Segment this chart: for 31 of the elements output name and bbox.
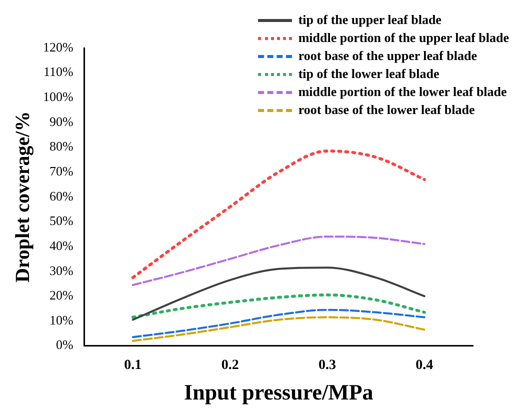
y-tick-label: 40% bbox=[49, 238, 74, 253]
line-series bbox=[131, 293, 426, 319]
x-tick-label: 0.1 bbox=[124, 358, 142, 373]
line-series bbox=[131, 149, 426, 280]
y-tick-label: 30% bbox=[49, 262, 74, 278]
y-tick-label: 10% bbox=[49, 312, 74, 328]
x-tick-label: 0.4 bbox=[416, 358, 434, 373]
line-series bbox=[132, 316, 426, 342]
y-tick-label: 50% bbox=[49, 213, 74, 228]
legend-label: middle portion of the upper leaf blade bbox=[298, 29, 509, 47]
x-tick-label: 0.3 bbox=[318, 358, 336, 373]
y-tick-label: 90% bbox=[49, 114, 74, 129]
legend-label: tip of the upper leaf blade bbox=[298, 11, 442, 29]
y-tick-label: 70% bbox=[49, 164, 74, 179]
y-tick-label: 0% bbox=[56, 337, 74, 352]
line-series bbox=[132, 308, 426, 338]
legend-label: middle portion of the lower leaf blade bbox=[298, 83, 507, 101]
y-tick-label: 100% bbox=[42, 89, 74, 104]
y-tick-label: 60% bbox=[49, 188, 74, 204]
x-axis-title: Input pressure/MPa bbox=[184, 379, 374, 404]
legend-label: root base of the lower leaf blade bbox=[298, 101, 475, 119]
y-tick-label: 20% bbox=[49, 288, 74, 303]
y-tick-label: 110% bbox=[43, 64, 74, 80]
x-tick-label: 0.2 bbox=[221, 358, 239, 373]
y-tick-label: 120% bbox=[42, 39, 74, 54]
y-tick-label: 80% bbox=[49, 138, 74, 154]
legend-label: root base of the upper leaf blade bbox=[298, 47, 477, 65]
y-axis-title: Droplet coverage/% bbox=[12, 111, 34, 283]
line-series bbox=[132, 236, 426, 286]
legend-label: tip of the lower leaf blade bbox=[298, 65, 440, 83]
line-series bbox=[132, 266, 426, 321]
